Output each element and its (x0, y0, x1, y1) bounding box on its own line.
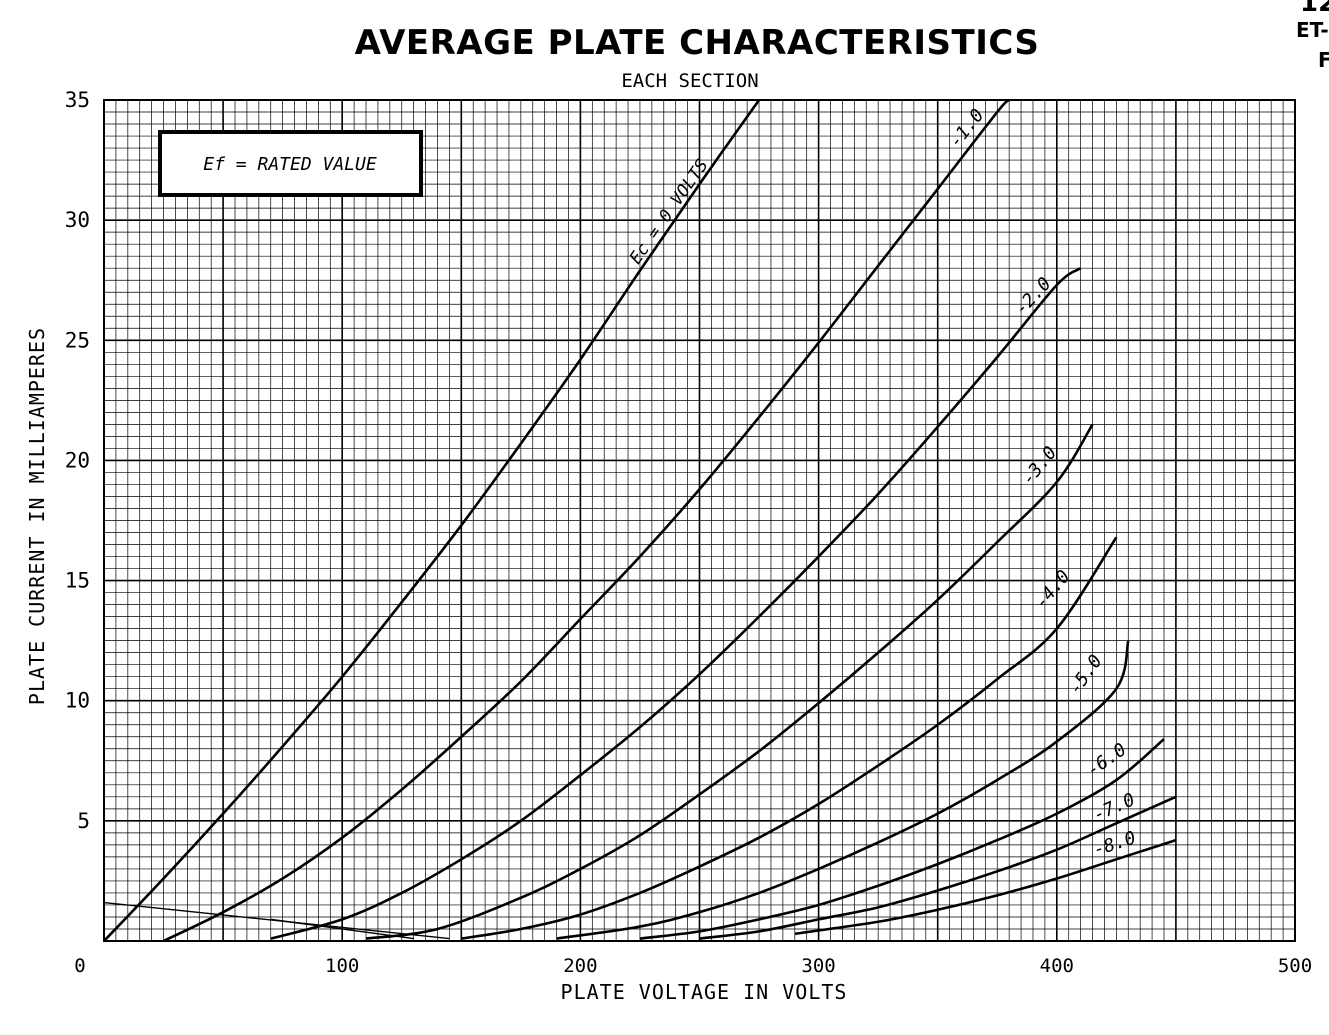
y-axis-ticks: 5 10 15 20 25 30 35 (65, 88, 90, 833)
curve-label-5: -5.0 (1065, 651, 1107, 699)
y-tick-label: 35 (65, 88, 90, 112)
rated-value-annotation: Ef = RATED VALUE (203, 154, 377, 175)
y-axis-label: PLATE CURRENT IN MILLIAMPERES (25, 327, 49, 705)
x-tick-label: 500 (1278, 955, 1312, 977)
rated-value-box: Ef = RATED VALUE (158, 130, 423, 197)
curve-grid-bias-0 (103, 99, 761, 942)
plot-frame (103, 99, 1296, 942)
plate-curves (103, 98, 1177, 943)
page-number-fragment: 12 (1300, 0, 1329, 18)
curve-grid-bias-4 (461, 536, 1118, 940)
construction-lines (103, 901, 450, 940)
x-tick-label: 200 (563, 955, 597, 977)
document-code-fragment-2: F (1318, 48, 1329, 72)
curve-label-4: -4.0 (1031, 566, 1075, 613)
chart-title: AVERAGE PLATE CHARACTERISTICS (355, 23, 1040, 63)
x-tick-label: 0 (74, 955, 85, 977)
y-tick-label: 20 (65, 448, 90, 472)
chart-subtitle: EACH SECTION (621, 70, 758, 92)
x-axis-label: PLATE VOLTAGE IN VOLTS (561, 980, 848, 1004)
x-axis-ticks: 0 100 200 300 400 500 (74, 955, 1312, 977)
curve-grid-bias-8 (794, 838, 1177, 936)
curve-grid-bias-2 (270, 267, 1082, 940)
curve-labels: Ec = 0 VOLTS-1.0-2.0-3.0-4.0-5.0-6.0-7.0… (626, 105, 1139, 861)
document-code-fragment: ET- (1296, 18, 1329, 42)
x-tick-label: 100 (325, 955, 359, 977)
y-tick-label: 25 (65, 328, 90, 352)
curve-grid-bias-6 (639, 738, 1165, 940)
y-tick-label: 15 (65, 569, 90, 593)
curve-grid-bias-3 (365, 423, 1094, 940)
y-tick-label: 30 (65, 208, 90, 232)
y-tick-label: 5 (77, 809, 90, 833)
x-tick-label: 300 (801, 955, 835, 977)
x-tick-label: 400 (1040, 955, 1074, 977)
curve-grid-bias-1 (162, 98, 1011, 943)
curve-grid-bias-5 (556, 640, 1130, 940)
curve-grid-bias-7 (699, 795, 1177, 940)
y-tick-label: 10 (65, 689, 90, 713)
curve-label-3: -3.0 (1018, 442, 1062, 489)
